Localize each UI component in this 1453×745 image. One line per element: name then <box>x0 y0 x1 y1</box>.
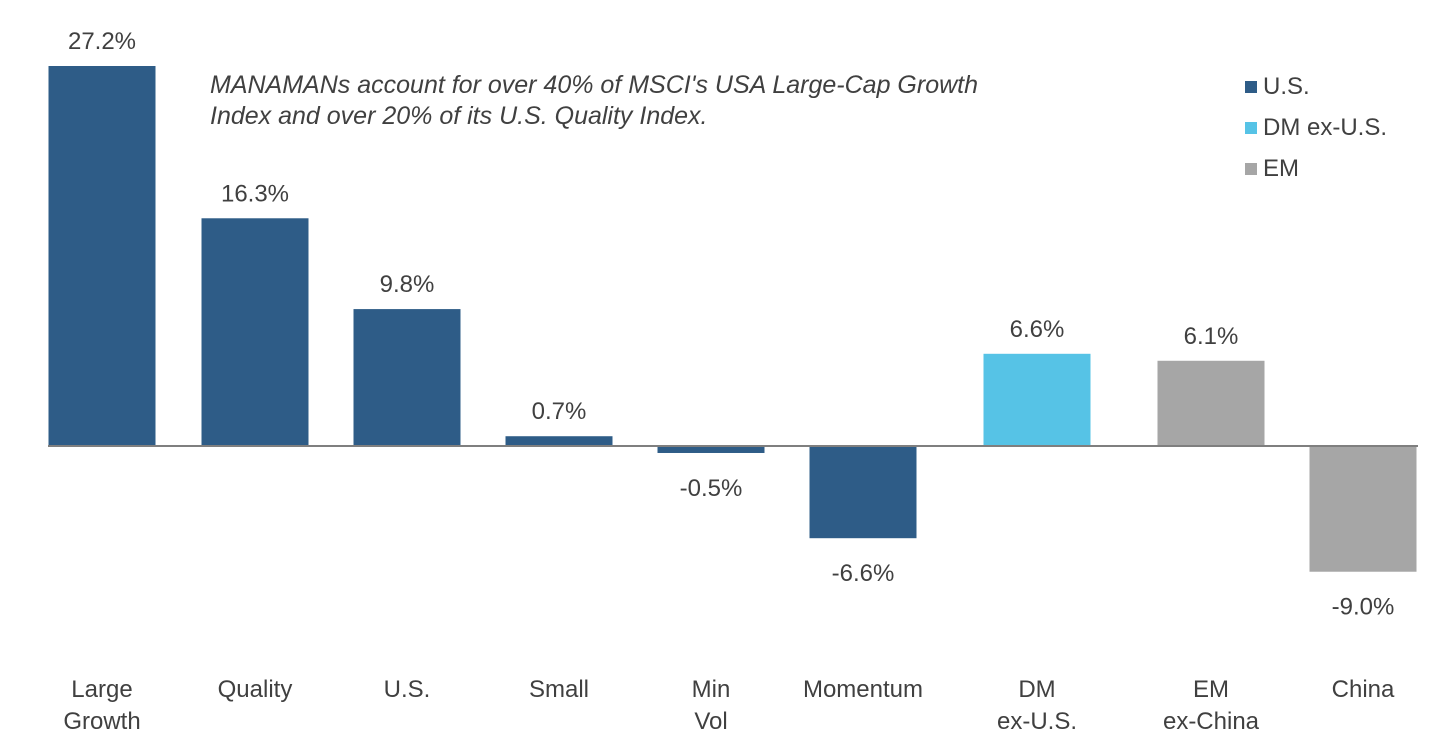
legend-item-em: EM <box>1245 148 1387 189</box>
bar-3 <box>505 436 613 446</box>
category-label-8: China <box>1332 676 1395 703</box>
legend-item-us: U.S. <box>1245 66 1387 107</box>
data-label-5: -6.6% <box>832 560 895 587</box>
legend-item-dm: DM ex-U.S. <box>1245 107 1387 148</box>
bar-4 <box>657 446 765 453</box>
category-label-1: Quality <box>218 676 293 703</box>
legend-swatch-em <box>1245 162 1257 175</box>
category-label-0: Large Growth <box>63 676 140 735</box>
legend-label-us: U.S. <box>1263 72 1310 100</box>
category-label-3: Small <box>529 676 589 703</box>
legend-label-dm: DM ex-U.S. <box>1263 113 1388 141</box>
category-label-2: U.S. <box>384 676 431 703</box>
bar-5 <box>809 446 917 539</box>
category-label-7: EM ex-China <box>1163 676 1260 735</box>
bar-6 <box>983 353 1091 446</box>
data-label-6: 6.6% <box>1010 316 1065 343</box>
bar-2 <box>353 309 461 446</box>
data-label-0: 27.2% <box>68 28 136 55</box>
data-label-1: 16.3% <box>221 180 289 207</box>
category-label-5: Momentum <box>803 676 923 703</box>
legend-label-em: EM <box>1263 154 1299 182</box>
chart-annotation: MANAMANs account for over 40% of MSCI's … <box>210 71 979 130</box>
chart-legend: U.S. DM ex-U.S. EM <box>1245 66 1387 189</box>
bar-7 <box>1157 360 1265 446</box>
bar-0 <box>48 66 156 446</box>
data-label-8: -9.0% <box>1332 594 1395 621</box>
bar-8 <box>1309 446 1417 572</box>
data-label-7: 6.1% <box>1184 323 1239 350</box>
data-label-4: -0.5% <box>680 475 743 502</box>
category-label-4: Min Vol <box>692 676 731 735</box>
category-label-6: DM ex-U.S. <box>997 676 1077 735</box>
legend-swatch-us <box>1245 80 1257 93</box>
data-label-2: 9.8% <box>380 271 435 298</box>
legend-swatch-dm <box>1245 121 1257 134</box>
data-label-3: 0.7% <box>532 398 587 425</box>
bar-1 <box>201 218 309 446</box>
